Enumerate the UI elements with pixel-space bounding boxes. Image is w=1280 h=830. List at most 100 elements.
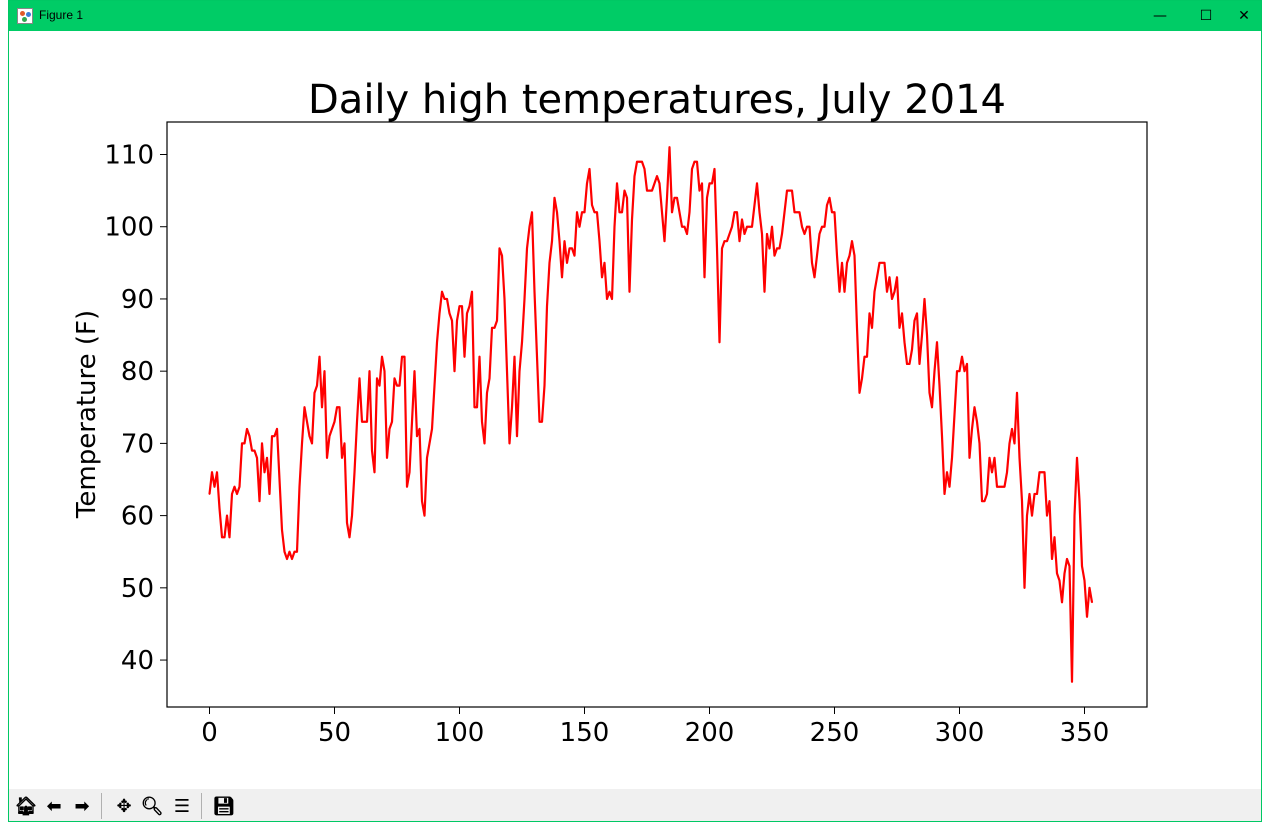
data-point: [923, 298, 926, 300]
data-point: [751, 225, 753, 228]
data-point: [873, 290, 876, 293]
data-point: [458, 305, 461, 308]
data-point: [996, 485, 998, 488]
data-point: [1026, 514, 1028, 517]
data-point: [568, 247, 571, 250]
data-point: [528, 225, 531, 228]
data-point: [616, 182, 618, 185]
data-point: [991, 471, 993, 474]
data-point: [1033, 493, 1036, 495]
line-chart: Daily high temperatures, July 2014 Tempe…: [72, 77, 1148, 748]
title-bar[interactable]: Figure 1 — ☐ ✕: [9, 1, 1261, 31]
data-point: [883, 261, 886, 264]
data-point: [276, 428, 278, 430]
data-point: [831, 211, 833, 214]
data-point: [938, 384, 941, 387]
data-point: [673, 196, 676, 199]
data-point: [773, 254, 776, 257]
data-point: [388, 428, 391, 430]
data-point: [718, 341, 721, 344]
data-point: [803, 233, 806, 235]
data-point: [1008, 442, 1011, 445]
data-point: [461, 305, 463, 308]
configure-subplots-icon[interactable]: ☰: [173, 795, 191, 817]
data-point: [426, 456, 428, 459]
data-point: [1003, 485, 1006, 488]
data-point: [1023, 586, 1026, 589]
data-point: [378, 384, 381, 387]
data-point: [731, 225, 733, 228]
pan-icon[interactable]: ✥: [116, 795, 132, 817]
data-point: [1028, 493, 1031, 495]
data-point: [286, 558, 288, 560]
data-point: [328, 435, 331, 438]
data-point: [421, 500, 423, 503]
data-point: [623, 189, 626, 192]
data-point: [403, 355, 406, 358]
data-point: [1091, 601, 1093, 604]
data-point: [438, 312, 441, 315]
data-point: [273, 435, 276, 438]
x-tick-label: 150: [560, 718, 610, 748]
data-point: [211, 471, 213, 474]
x-tick-label: 300: [935, 718, 985, 748]
data-point: [988, 456, 991, 459]
figure-canvas[interactable]: Daily high temperatures, July 2014 Tempe…: [9, 31, 1261, 789]
data-point: [238, 485, 241, 488]
data-point: [348, 536, 351, 539]
data-point: [961, 355, 963, 358]
data-point: [728, 233, 731, 235]
data-point: [801, 225, 803, 228]
minimize-button[interactable]: —: [1153, 8, 1167, 24]
close-button[interactable]: ✕: [1238, 8, 1250, 24]
data-point: [308, 435, 311, 438]
data-point: [658, 182, 661, 185]
maximize-button[interactable]: ☐: [1199, 8, 1213, 24]
data-point: [998, 485, 1001, 488]
data-point: [686, 233, 688, 235]
data-point: [638, 160, 641, 163]
data-point: [788, 189, 791, 192]
data-point: [1076, 456, 1078, 459]
data-point: [653, 182, 656, 185]
data-point: [1078, 500, 1081, 503]
data-point: [931, 406, 933, 409]
data-point: [268, 493, 271, 495]
data-point: [786, 189, 788, 192]
data-point: [868, 312, 871, 315]
data-point: [478, 355, 481, 358]
data-point: [911, 348, 913, 351]
data-point: [1016, 391, 1018, 394]
data-point: [588, 168, 591, 170]
data-point: [666, 196, 668, 199]
data-point: [781, 233, 783, 235]
data-point: [958, 370, 961, 373]
data-point: [853, 254, 856, 257]
data-point: [851, 240, 853, 243]
forward-arrow-icon[interactable]: ➡: [74, 795, 90, 817]
data-point: [498, 247, 501, 250]
data-point: [506, 370, 508, 373]
data-point: [1048, 500, 1051, 503]
data-point: [798, 211, 801, 214]
data-point: [843, 290, 846, 293]
data-point: [741, 218, 743, 221]
data-point: [311, 442, 313, 445]
x-tick-label: 0: [201, 718, 218, 748]
data-point: [971, 428, 973, 430]
data-point: [443, 298, 446, 300]
data-point: [646, 189, 648, 192]
data-point: [1036, 493, 1038, 495]
data-point: [518, 370, 521, 373]
data-point: [656, 175, 658, 178]
data-point: [878, 261, 881, 264]
data-point: [818, 233, 821, 235]
data-point: [603, 261, 606, 264]
data-point: [823, 225, 826, 228]
zoom-icon[interactable]: 🔍︎: [140, 795, 164, 817]
save-icon[interactable]: 💾︎: [212, 795, 236, 817]
data-point: [531, 211, 533, 214]
home-icon[interactable]: 🏠︎: [14, 795, 38, 817]
data-point: [743, 233, 746, 235]
back-arrow-icon[interactable]: ⬅: [46, 795, 62, 817]
